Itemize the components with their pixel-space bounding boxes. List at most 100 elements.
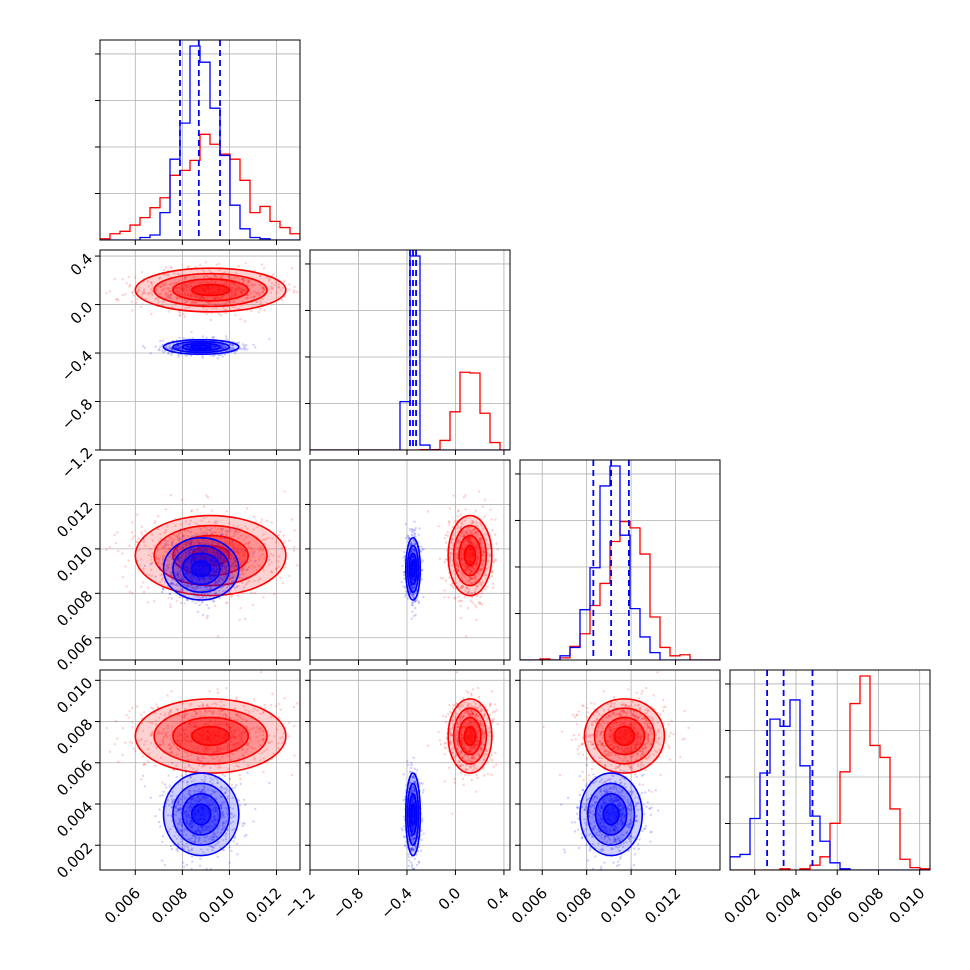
sample-point-blue <box>243 549 247 552</box>
sample-point-red <box>167 310 170 313</box>
sample-point-blue <box>186 571 189 575</box>
sample-point-red <box>241 748 244 752</box>
sample-point-red <box>230 783 234 786</box>
sample-point-red <box>213 274 216 277</box>
sample-point-red <box>485 538 488 542</box>
sample-point-red <box>201 268 204 272</box>
sample-point-red <box>115 531 119 534</box>
sample-point-red <box>219 748 222 751</box>
sample-point-red <box>108 290 112 293</box>
sample-point-red <box>121 575 125 579</box>
sample-point-red <box>456 563 459 566</box>
sample-point-blue <box>409 550 413 554</box>
sample-point-blue <box>162 351 166 354</box>
sample-point-red <box>131 291 134 295</box>
sample-point-red <box>460 535 463 538</box>
sample-point-blue <box>203 558 207 562</box>
sample-point-red <box>142 292 145 296</box>
sample-point-red <box>247 565 250 569</box>
sample-point-blue <box>204 546 207 549</box>
sample-point-red <box>140 530 143 534</box>
y-tick-label: −1.2 <box>58 444 96 482</box>
sample-point-blue <box>244 617 247 620</box>
sample-point-blue <box>222 584 225 587</box>
sample-point-red <box>224 715 228 719</box>
sample-point-red <box>215 746 219 749</box>
sample-point-red <box>218 709 221 712</box>
sample-point-red <box>207 542 210 545</box>
sample-point-blue <box>412 547 415 550</box>
sample-point-red <box>241 288 244 292</box>
sample-point-red <box>480 568 484 572</box>
sample-point-red <box>279 530 282 533</box>
sample-point-red <box>162 735 166 739</box>
sample-point-blue <box>412 594 415 597</box>
sample-point-red <box>206 760 210 764</box>
sample-point-blue <box>166 566 169 570</box>
sample-point-red <box>169 708 172 712</box>
sample-point-red <box>150 706 153 710</box>
sample-point-red <box>236 536 240 540</box>
sample-point-red <box>176 708 180 712</box>
sample-point-red <box>234 291 237 294</box>
sample-point-red <box>169 283 172 287</box>
sample-point-red <box>456 515 459 518</box>
sample-point-red <box>274 540 278 544</box>
sample-point-red <box>239 576 242 580</box>
sample-point-blue <box>417 533 420 537</box>
sample-point-blue <box>411 556 414 559</box>
sample-point-red <box>185 713 189 716</box>
sample-point-red <box>202 745 206 748</box>
sample-point-red <box>147 586 150 589</box>
sample-point-blue <box>205 558 208 562</box>
sample-point-blue <box>212 559 216 562</box>
sample-point-red <box>250 283 253 286</box>
sample-point-red <box>166 694 169 697</box>
sample-point-red <box>168 747 172 750</box>
sample-point-blue <box>178 529 181 532</box>
sample-point-blue <box>177 589 180 593</box>
sample-point-blue <box>190 573 194 576</box>
sample-point-blue <box>407 537 411 540</box>
sample-point-red <box>216 635 220 638</box>
sample-point-red <box>230 535 234 539</box>
sample-point-red <box>476 561 479 565</box>
sample-point-red <box>199 714 202 717</box>
sample-point-blue <box>254 559 257 563</box>
sample-point-red <box>201 281 204 284</box>
sample-point-red <box>246 282 249 285</box>
sample-point-blue <box>175 573 178 576</box>
sample-point-red <box>182 312 185 316</box>
sample-point-red <box>281 581 285 585</box>
sample-point-red <box>252 726 255 730</box>
sample-point-red <box>478 573 481 576</box>
sample-point-red <box>234 293 237 296</box>
sample-point-red <box>169 582 172 586</box>
sample-point-red <box>220 529 224 533</box>
sample-point-red <box>464 635 468 638</box>
sample-point-red <box>234 289 237 292</box>
sample-point-red <box>245 719 249 722</box>
sample-point-red <box>241 571 244 575</box>
sample-point-red <box>131 592 134 595</box>
sample-point-red <box>253 283 257 287</box>
sample-point-blue <box>189 559 193 563</box>
sample-point-red <box>175 736 178 739</box>
sample-point-blue <box>409 542 413 546</box>
sample-point-red <box>488 546 492 550</box>
sample-point-blue <box>180 588 183 591</box>
sample-point-red <box>235 565 239 568</box>
sample-point-red <box>187 540 190 543</box>
sample-point-red <box>206 749 209 752</box>
sample-point-red <box>180 589 183 593</box>
sample-point-red <box>188 540 192 544</box>
sample-point-blue <box>190 561 193 564</box>
sample-point-blue <box>181 576 184 579</box>
sample-point-red <box>293 285 296 289</box>
sample-point-red <box>178 279 181 282</box>
sample-point-blue <box>225 569 228 572</box>
sample-point-red <box>158 743 161 747</box>
sample-point-blue <box>201 549 204 553</box>
sample-point-red <box>230 729 233 732</box>
sample-point-red <box>183 714 186 717</box>
